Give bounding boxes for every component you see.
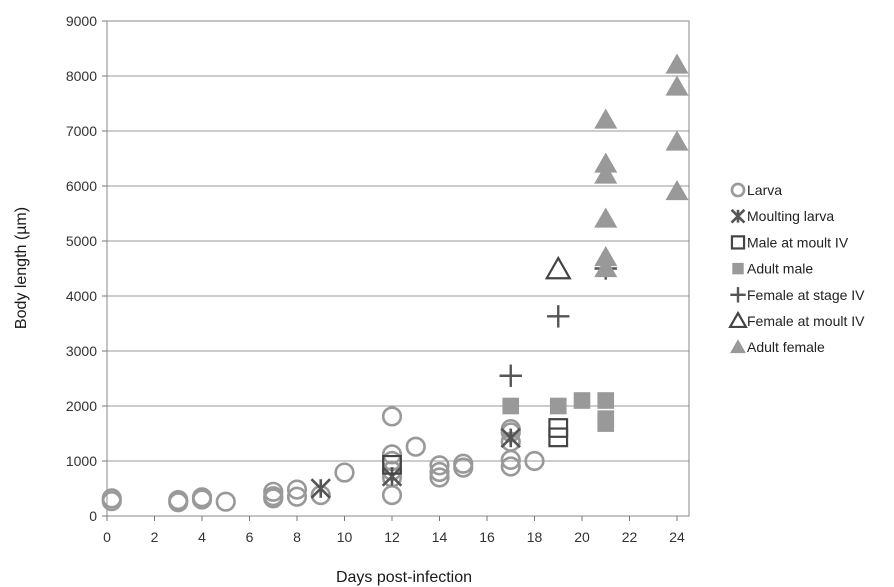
data-point-adult-female (594, 245, 618, 267)
data-point-adult-male (549, 397, 567, 415)
y-tick-label: 6000 (66, 178, 97, 194)
data-point-female-at-moult-iv (544, 255, 572, 280)
y-tick-label: 1000 (66, 453, 97, 469)
legend-item-larva: Larva (730, 182, 782, 198)
y-tick-label: 7000 (66, 123, 97, 139)
legend-marker-female-at-stage-iv (730, 287, 746, 303)
data-point-adult-male (502, 397, 520, 415)
legend-item-male-at-moult-iv: Male at moult IV (730, 234, 849, 250)
y-tick-label: 0 (89, 508, 97, 524)
legend-label-female-at-moult-iv: Female at moult IV (747, 313, 865, 329)
data-point-adult-female (665, 75, 689, 96)
plot-area-frame (106, 20, 690, 517)
legend-item-adult-female: Adult female (730, 339, 825, 355)
legend-marker-female-at-moult-iv (728, 310, 748, 329)
legend-marker-moulting-larva (730, 208, 746, 224)
data-point-moulting-larva (310, 478, 331, 499)
data-point-adult-female (594, 256, 618, 278)
data-markers (101, 53, 689, 513)
data-point-adult-female (594, 108, 618, 129)
data-point-adult-female (594, 207, 618, 228)
legend-label-larva: Larva (747, 182, 782, 198)
data-point-adult-female (665, 53, 689, 74)
x-tick-label: 8 (293, 529, 301, 545)
legend-marker-adult-male (732, 262, 744, 275)
data-point-larva (334, 462, 355, 483)
data-point-male-at-moult-iv (382, 454, 402, 475)
data-point-larva (286, 479, 308, 500)
x-tick-label: 16 (479, 529, 495, 545)
data-point-larva (500, 449, 521, 471)
legend-marker-male-at-moult-iv (730, 235, 746, 250)
y-axis-label: Body length (µm) (13, 207, 30, 329)
data-point-larva (524, 450, 545, 472)
x-axis-label: Days post-infection (336, 569, 472, 586)
data-point-moulting-larva (500, 427, 521, 449)
data-point-larva (168, 492, 189, 513)
y-tick-label: 5000 (66, 233, 97, 249)
legend-item-moulting-larva: Moulting larva (730, 208, 834, 224)
x-tick-label: 14 (432, 529, 448, 545)
x-tick-label: 18 (527, 529, 543, 545)
data-point-larva (381, 485, 403, 506)
data-point-larva (429, 461, 450, 483)
legend-marker-larva (730, 182, 746, 198)
data-point-larva (215, 491, 236, 512)
legend-label-adult-male: Adult male (747, 261, 813, 277)
data-point-larva (405, 436, 426, 457)
y-tick-label: 2000 (66, 398, 97, 414)
data-point-larva (191, 489, 213, 510)
legend-label-adult-female: Adult female (747, 339, 825, 355)
data-point-larva (453, 457, 474, 478)
data-point-larva (429, 467, 450, 488)
legend-marker-adult-female (730, 339, 746, 354)
data-point-adult-female (665, 130, 689, 151)
legend-label-male-at-moult-iv: Male at moult IV (747, 234, 849, 250)
data-point-larva (286, 486, 308, 507)
legend-item-female-at-stage-iv: Female at stage IV (730, 287, 865, 303)
data-point-adult-female (665, 179, 689, 201)
x-tick-label: 6 (246, 529, 254, 545)
data-point-adult-male (597, 415, 615, 432)
x-tick-label: 20 (574, 529, 590, 545)
legend-label-female-at-stage-iv: Female at stage IV (747, 287, 865, 303)
legend: Larva Moulting larva Male at moult IV Adult… (728, 182, 865, 355)
data-point-larva (263, 488, 284, 509)
data-point-larva (429, 455, 450, 476)
x-tick-label: 4 (198, 529, 206, 545)
y-tick-label: 4000 (66, 288, 97, 304)
data-point-adult-female (594, 163, 618, 184)
y-tick-label: 9000 (66, 13, 97, 29)
legend-item-adult-male: Adult male (732, 261, 813, 277)
x-tick-label: 24 (669, 529, 685, 545)
x-tick-label: 10 (337, 529, 353, 545)
y-tick-label: 3000 (66, 343, 97, 359)
legend-label-moulting-larva: Moulting larva (747, 208, 834, 224)
legend-item-female-at-moult-iv: Female at moult IV (728, 310, 865, 329)
data-point-female-at-stage-iv (547, 305, 570, 328)
x-tick-label: 22 (622, 529, 638, 545)
data-point-female-at-stage-iv (499, 364, 522, 387)
x-tick-label: 12 (384, 529, 400, 545)
data-point-moulting-larva (381, 466, 403, 487)
x-tick-label: 2 (151, 529, 159, 545)
data-point-larva (101, 491, 122, 512)
data-point-larva (500, 456, 521, 477)
data-point-adult-male (597, 392, 615, 409)
data-point-larva (381, 406, 403, 427)
data-point-adult-male (573, 392, 591, 409)
x-tick-label: 0 (103, 529, 111, 545)
data-point-adult-female (594, 152, 618, 173)
y-tick-label: 8000 (66, 68, 97, 84)
data-point-male-at-moult-iv (548, 427, 569, 448)
